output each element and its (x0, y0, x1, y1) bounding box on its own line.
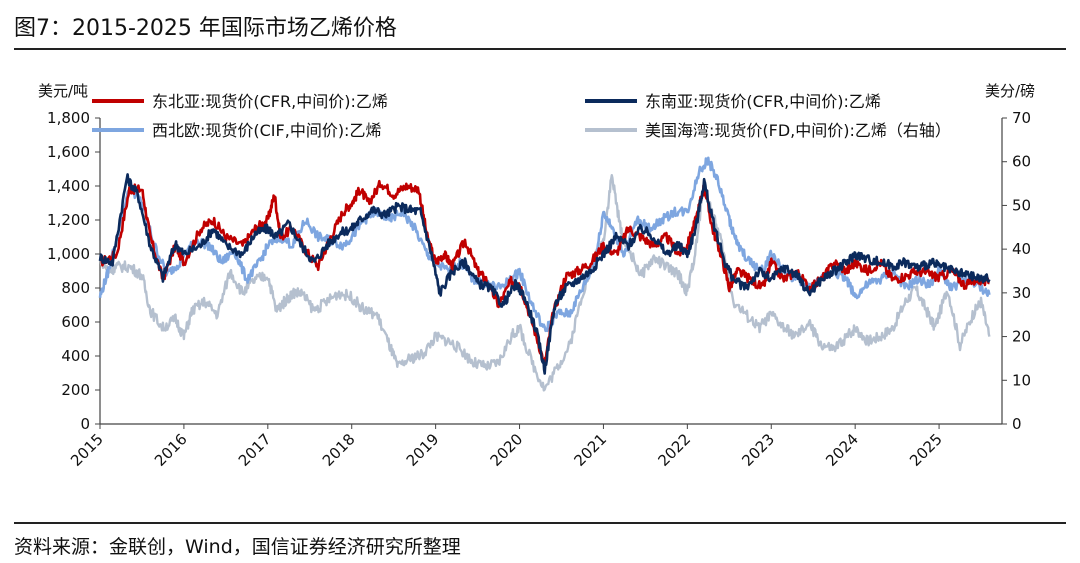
x-tick-label: 2018 (319, 430, 359, 470)
right-axis-unit: 美分/磅 (985, 82, 1035, 100)
legend-label: 美国海湾:现货价(FD,中间价):乙烯（右轴） (645, 121, 951, 140)
legend-label: 东南亚:现货价(CFR,中间价):乙烯 (645, 92, 881, 111)
title-rule (14, 48, 1066, 50)
right-tick-label: 40 (1012, 240, 1031, 258)
x-tick-label: 2017 (235, 430, 275, 470)
x-tick-label: 2021 (571, 430, 611, 470)
x-tick-label: 2016 (151, 430, 191, 470)
left-tick-label: 0 (80, 415, 90, 433)
right-tick-label: 70 (1012, 109, 1031, 127)
left-tick-label: 1,200 (47, 211, 90, 229)
series-line-1 (98, 173, 991, 375)
left-tick-label: 800 (61, 279, 90, 297)
x-tick-label: 2015 (67, 430, 107, 470)
left-tick-label: 1,600 (47, 143, 90, 161)
x-tick-label: 2022 (654, 430, 694, 470)
legend-label: 西北欧:现货价(CIF,中间价):乙烯 (152, 121, 381, 140)
right-tick-label: 20 (1012, 328, 1031, 346)
figure-title: 图7：2015-2025 年国际市场乙烯价格 (14, 16, 397, 41)
x-tick-label: 2024 (822, 430, 862, 470)
series-line-2 (98, 156, 991, 333)
left-tick-label: 1,400 (47, 177, 90, 195)
right-tick-label: 30 (1012, 284, 1031, 302)
right-tick-label: 10 (1012, 371, 1031, 389)
x-tick-label: 2019 (403, 430, 443, 470)
source-rule (14, 522, 1066, 524)
left-tick-label: 600 (61, 313, 90, 331)
left-tick-label: 1,000 (47, 245, 90, 263)
right-tick-label: 0 (1012, 415, 1022, 433)
x-tick-label: 2025 (906, 430, 946, 470)
left-tick-label: 1,800 (47, 109, 90, 127)
left-tick-label: 200 (61, 381, 90, 399)
ethylene-price-chart: 0 200 400 600 800 1,000 1,200 1,400 1,600 1,800 0 1… (38, 82, 1035, 470)
source-note: 资料来源：金联创，Wind，国信证券经济研究所整理 (14, 536, 461, 558)
left-tick-label: 400 (61, 347, 90, 365)
legend-label: 东北亚:现货价(CFR,中间价):乙烯 (152, 92, 388, 111)
x-tick-label: 2020 (487, 430, 527, 470)
right-tick-label: 50 (1012, 196, 1031, 214)
x-tick-label: 2023 (738, 430, 778, 470)
legend-layer: 东北亚:现货价(CFR,中间价):乙烯 东南亚:现货价(CFR,中间价):乙烯西北… (92, 92, 951, 140)
series-layer (98, 156, 991, 392)
right-tick-label: 60 (1012, 153, 1031, 171)
left-axis-unit: 美元/吨 (38, 82, 88, 100)
series-line-3 (99, 174, 991, 392)
axes-layer: 0 200 400 600 800 1,000 1,200 1,400 1,600 1,800 0 1… (47, 109, 1031, 470)
series-line-0 (99, 179, 990, 365)
